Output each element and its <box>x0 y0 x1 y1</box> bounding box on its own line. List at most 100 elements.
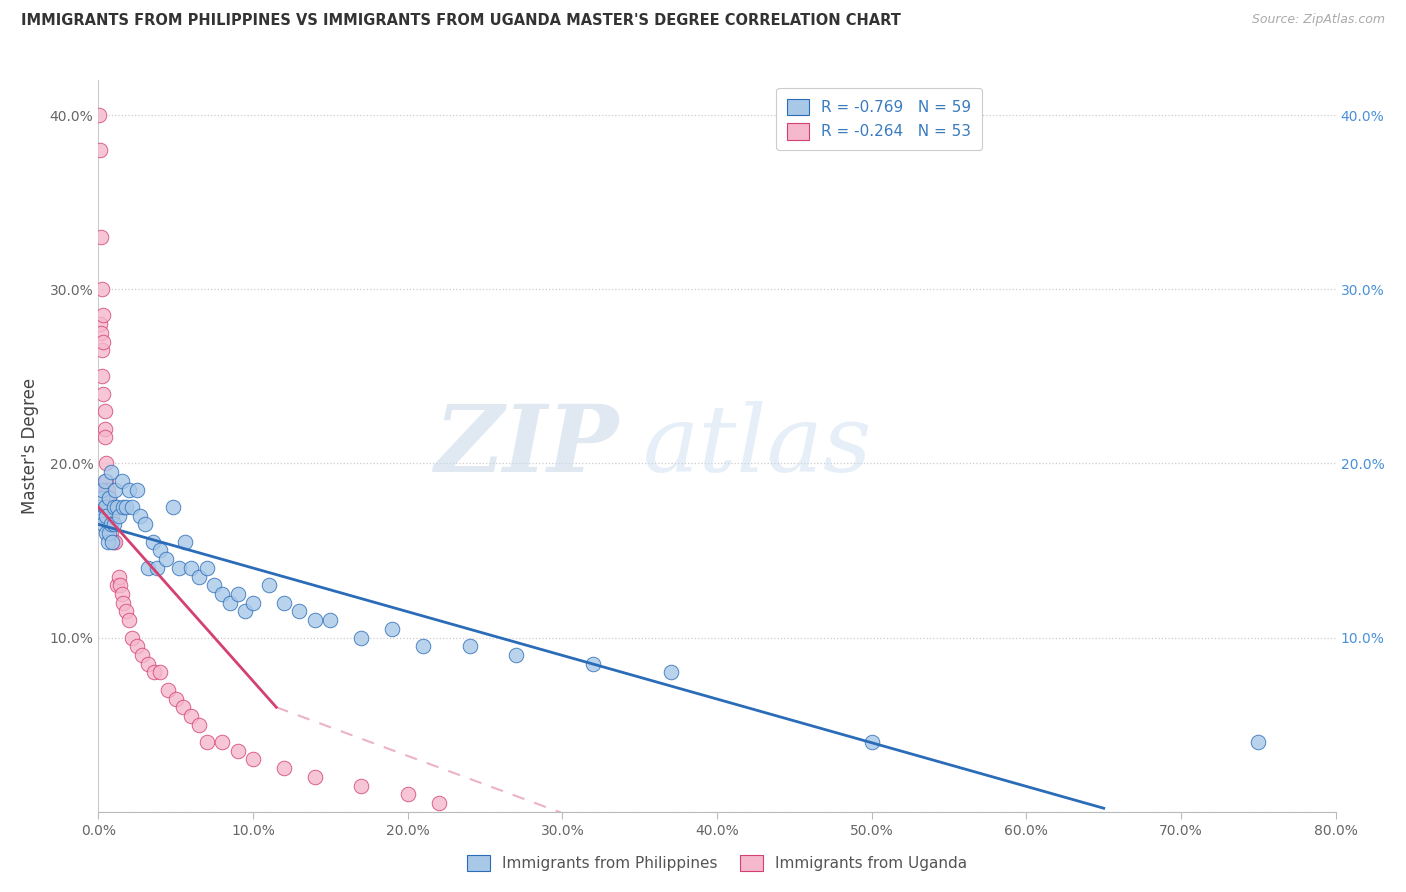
Point <box>98 526 121 541</box>
Point <box>115 604 138 618</box>
Point <box>173 700 195 714</box>
Point <box>226 587 249 601</box>
Point <box>91 334 114 349</box>
Point <box>101 534 124 549</box>
Point <box>288 604 311 618</box>
Point <box>112 596 135 610</box>
Point <box>105 578 128 592</box>
Point <box>104 483 127 497</box>
Point <box>226 744 249 758</box>
Point <box>98 500 121 514</box>
Point <box>427 796 450 810</box>
Point <box>100 517 122 532</box>
Point <box>131 648 153 662</box>
Point <box>91 517 114 532</box>
Point <box>97 483 120 497</box>
Point <box>89 500 111 514</box>
Y-axis label: Master's Degree: Master's Degree <box>21 378 38 514</box>
Point <box>134 517 156 532</box>
Point <box>149 543 172 558</box>
Point <box>89 143 111 157</box>
Point <box>412 640 434 654</box>
Point <box>91 508 114 523</box>
Point <box>396 787 419 801</box>
Point <box>90 369 112 384</box>
Point <box>101 508 124 523</box>
Text: atlas: atlas <box>643 401 872 491</box>
Point <box>127 483 149 497</box>
Point <box>157 682 180 697</box>
Point <box>93 421 115 435</box>
Point <box>89 108 111 122</box>
Text: ZIP: ZIP <box>434 401 619 491</box>
Point <box>273 596 295 610</box>
Point <box>97 500 120 514</box>
Point <box>90 343 112 358</box>
Point <box>112 500 135 514</box>
Point <box>659 665 682 680</box>
Point <box>103 517 125 532</box>
Legend: Immigrants from Philippines, Immigrants from Uganda: Immigrants from Philippines, Immigrants … <box>461 849 973 877</box>
Point <box>174 534 197 549</box>
Point <box>90 282 112 296</box>
Point <box>195 735 218 749</box>
Point <box>211 587 233 601</box>
Point <box>319 613 342 627</box>
Point <box>180 709 202 723</box>
Point <box>204 578 226 592</box>
Point <box>107 569 129 583</box>
Point <box>242 752 264 766</box>
Point <box>505 648 527 662</box>
Point <box>235 604 257 618</box>
Point <box>136 561 159 575</box>
Text: Source: ZipAtlas.com: Source: ZipAtlas.com <box>1251 13 1385 27</box>
Point <box>105 500 128 514</box>
Point <box>111 474 134 488</box>
Point <box>350 631 373 645</box>
Point <box>219 596 242 610</box>
Point <box>860 735 883 749</box>
Point <box>149 665 172 680</box>
Point <box>127 640 149 654</box>
Point <box>93 500 115 514</box>
Point <box>93 430 115 444</box>
Point <box>91 386 114 401</box>
Point <box>121 500 143 514</box>
Point <box>91 309 114 323</box>
Point <box>90 483 112 497</box>
Point <box>103 500 125 514</box>
Point <box>304 770 326 784</box>
Point <box>96 526 118 541</box>
Point <box>257 578 280 592</box>
Point <box>90 230 112 244</box>
Point <box>98 491 121 506</box>
Point <box>93 474 115 488</box>
Point <box>162 500 184 514</box>
Point <box>107 508 129 523</box>
Point <box>165 691 187 706</box>
Text: IMMIGRANTS FROM PHILIPPINES VS IMMIGRANTS FROM UGANDA MASTER'S DEGREE CORRELATIO: IMMIGRANTS FROM PHILIPPINES VS IMMIGRANT… <box>21 13 901 29</box>
Point <box>121 631 143 645</box>
Point <box>242 596 264 610</box>
Point <box>96 508 118 523</box>
Point <box>118 613 141 627</box>
Point <box>96 483 118 497</box>
Point <box>103 534 125 549</box>
Point <box>146 561 169 575</box>
Point <box>304 613 326 627</box>
Point <box>111 587 134 601</box>
Point <box>582 657 605 671</box>
Point <box>129 508 152 523</box>
Point <box>458 640 481 654</box>
Point <box>155 552 177 566</box>
Point <box>180 561 202 575</box>
Point <box>108 578 131 592</box>
Point <box>96 457 118 471</box>
Point <box>115 500 138 514</box>
Point <box>100 508 122 523</box>
Point <box>98 491 121 506</box>
Point <box>142 534 165 549</box>
Point <box>97 534 120 549</box>
Point <box>89 317 111 331</box>
Point <box>350 779 373 793</box>
